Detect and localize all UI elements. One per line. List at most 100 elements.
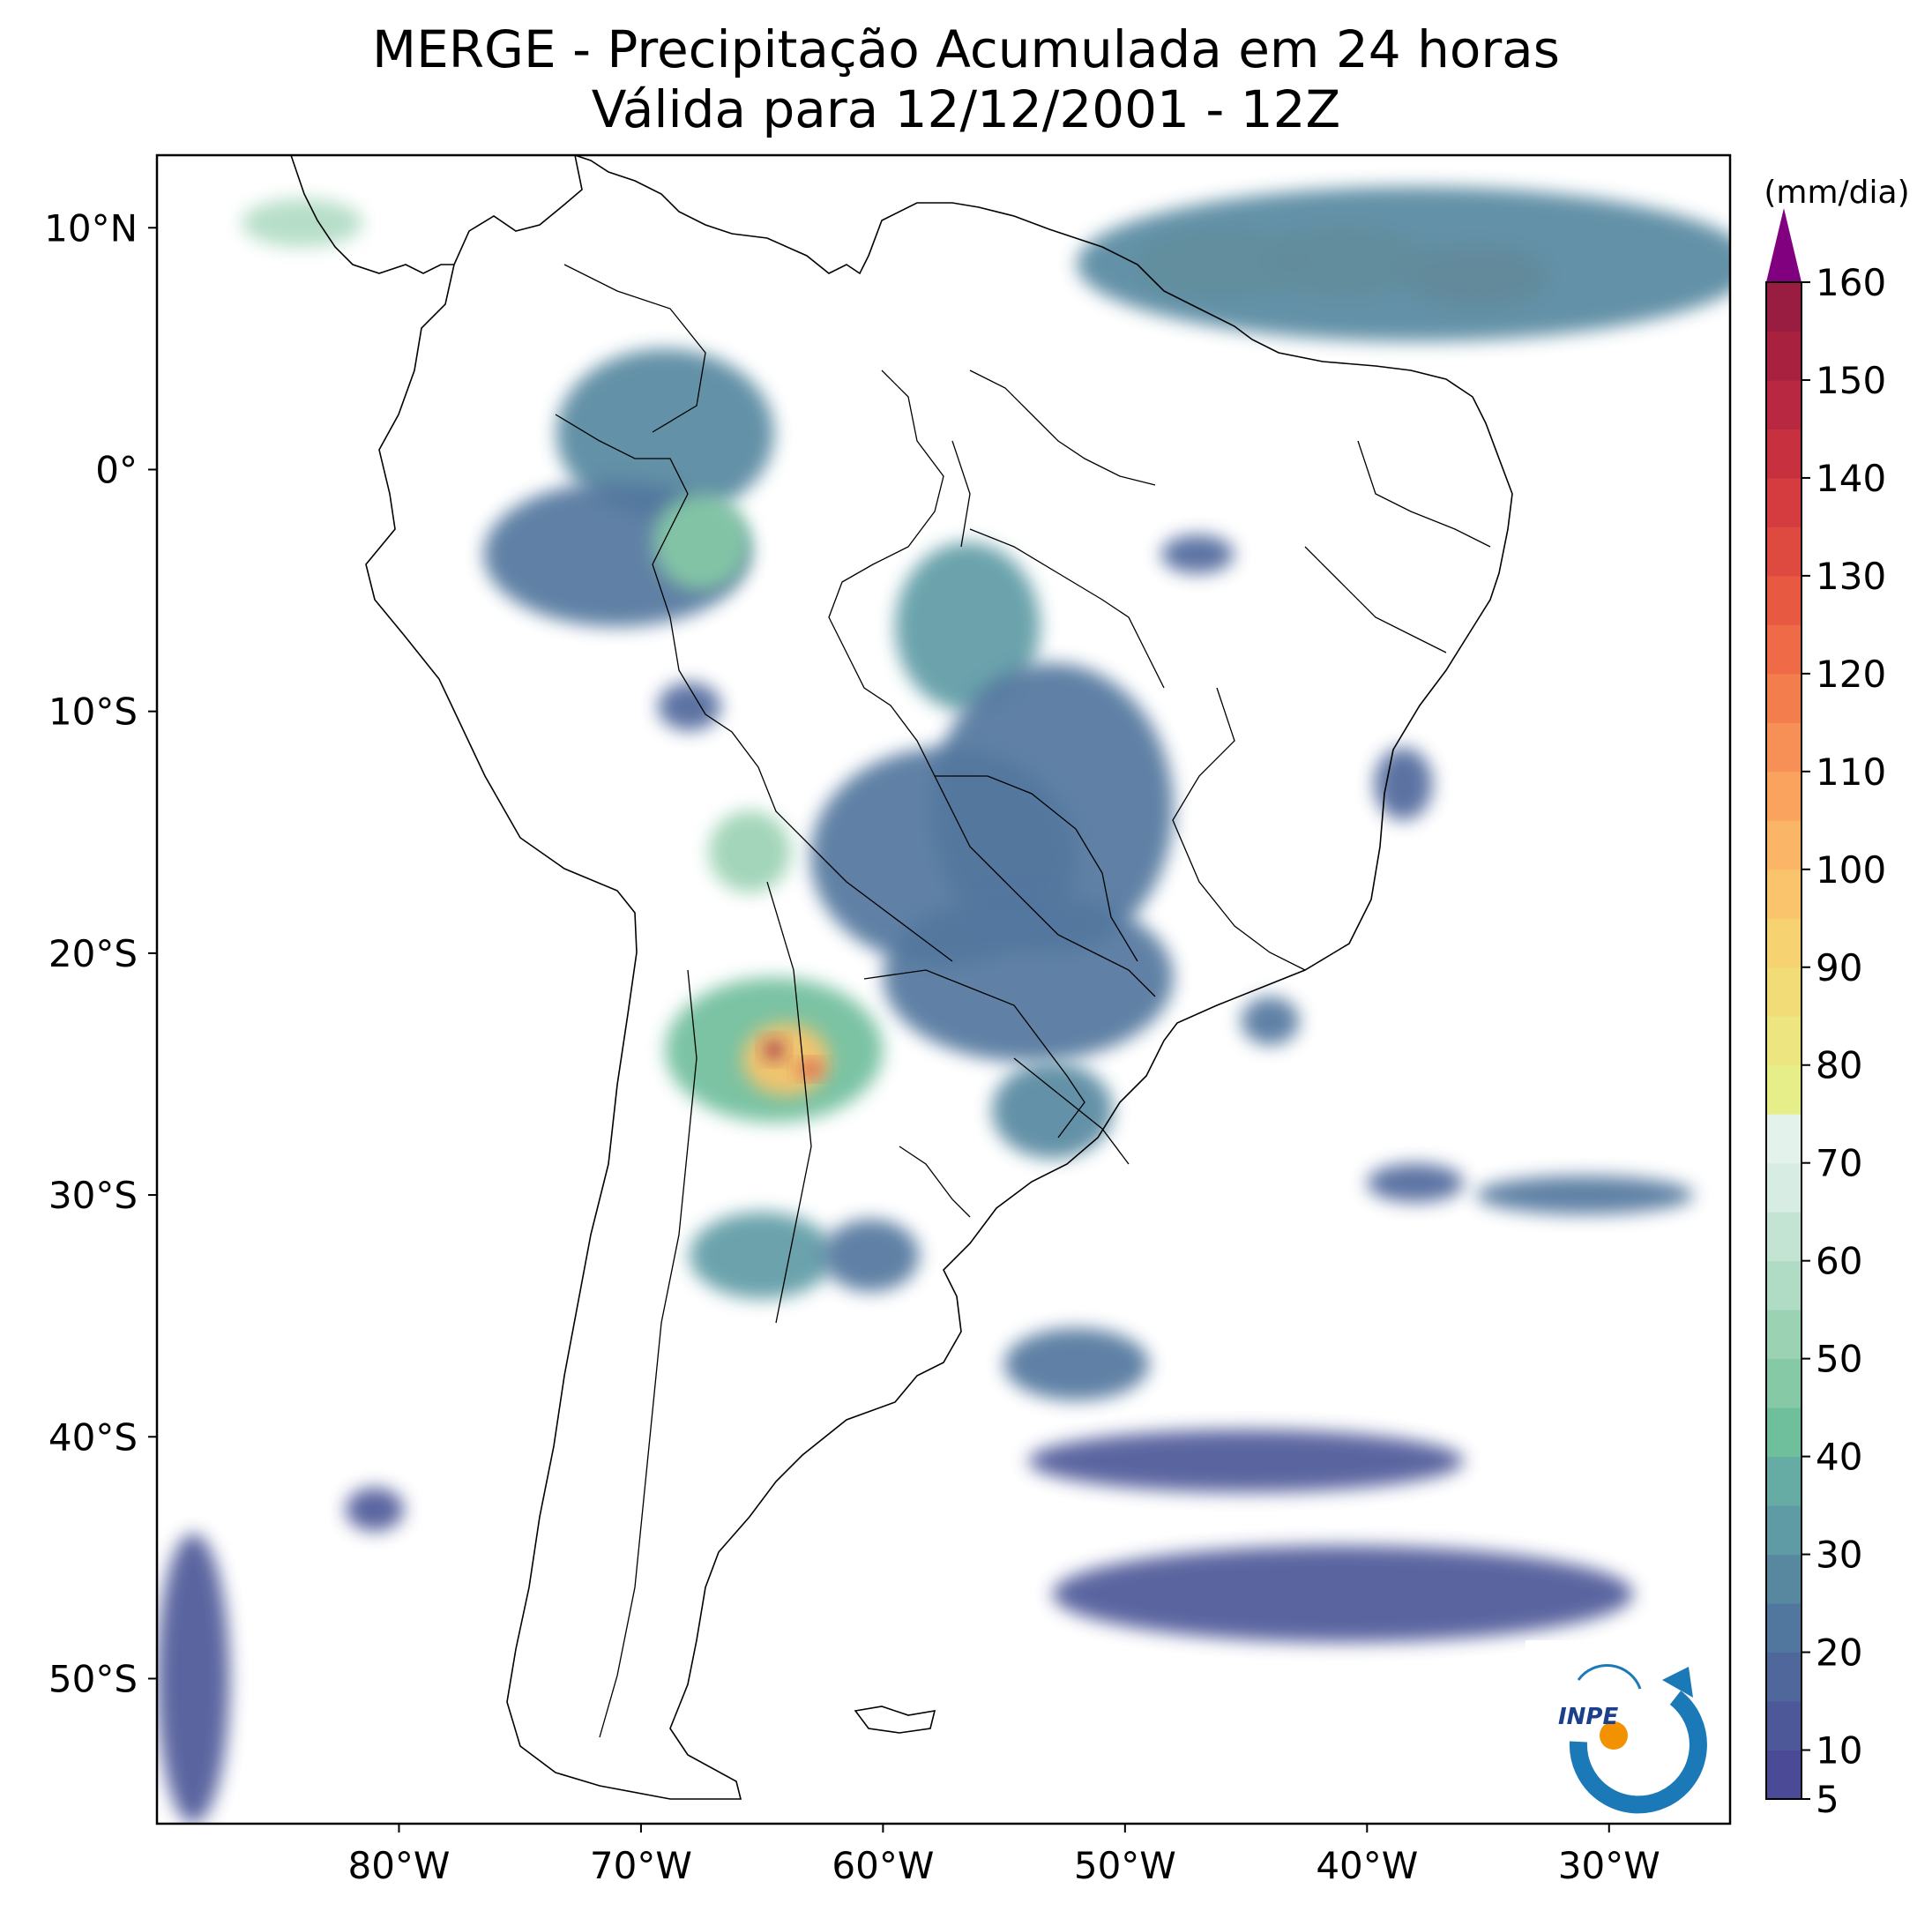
precipitation-cell bbox=[1161, 534, 1235, 574]
colorbar-tick-label: 140 bbox=[1816, 457, 1886, 500]
colorbar-tick-label: 120 bbox=[1816, 653, 1886, 696]
colorbar-tick-label: 60 bbox=[1816, 1240, 1862, 1283]
precipitation-cell bbox=[689, 1212, 835, 1299]
colorbar-swatch bbox=[1766, 477, 1801, 527]
precipitation-cell bbox=[1374, 747, 1433, 821]
logo-sun-icon bbox=[1600, 1721, 1628, 1750]
colorbar-swatch bbox=[1766, 331, 1801, 381]
map-title: MERGE - Precipitação Acumulada em 24 hor… bbox=[0, 19, 1932, 139]
latitude-axis: 10°N 0° 10°S 20°S 30°S 40°S 50°S bbox=[44, 206, 157, 1700]
title-line-1: MERGE - Precipitação Acumulada em 24 hor… bbox=[372, 19, 1560, 79]
colorbar-unit-label: (mm/dia) bbox=[1764, 175, 1909, 211]
precipitation-cell bbox=[157, 1533, 230, 1824]
lat-tick-label: 40°S bbox=[48, 1415, 138, 1459]
lat-tick-label: 50°S bbox=[48, 1657, 138, 1700]
colorbar-swatch bbox=[1766, 1701, 1801, 1751]
lon-tick-label: 80°W bbox=[347, 1844, 450, 1887]
colorbar-tick-label: 50 bbox=[1816, 1338, 1862, 1381]
colorbar-extend-triangle bbox=[1766, 208, 1801, 282]
longitude-axis: 80°W 70°W 60°W 50°W 40°W 30°W bbox=[347, 1824, 1660, 1887]
lon-tick-label: 40°W bbox=[1316, 1844, 1418, 1887]
colorbar-tick-label: 10 bbox=[1816, 1729, 1862, 1773]
colorbar-tick-label: 160 bbox=[1816, 261, 1886, 304]
lat-tick-label: 20°S bbox=[48, 932, 138, 975]
logo-arrow-icon bbox=[1662, 1667, 1693, 1698]
colorbar-ticks: 5 10 20 30 40 50 60 70 80 90 100 110 120 130 140 150 160 bbox=[1801, 261, 1886, 1821]
colorbar-swatch bbox=[1766, 673, 1801, 723]
colorbar-swatch bbox=[1766, 624, 1801, 675]
colorbar-swatch bbox=[1766, 526, 1801, 577]
precipitation-cell bbox=[708, 810, 792, 893]
central-america-coastline bbox=[290, 155, 454, 274]
colorbar-swatch bbox=[1766, 1652, 1801, 1702]
lat-tick-label: 10°N bbox=[44, 206, 138, 250]
lon-tick-label: 70°W bbox=[590, 1844, 692, 1887]
colorbar-swatch bbox=[1766, 722, 1801, 773]
precipitation-layer bbox=[157, 186, 1730, 1824]
lat-tick-label: 30°S bbox=[48, 1174, 138, 1217]
colorbar-swatch bbox=[1766, 918, 1801, 968]
colorbar-tick-label: 20 bbox=[1816, 1631, 1862, 1675]
colorbar-swatch bbox=[1766, 967, 1801, 1017]
precipitation-cell bbox=[764, 1040, 784, 1060]
colorbar-tick-label: 110 bbox=[1816, 750, 1886, 794]
logo-text: INPE bbox=[1558, 1704, 1618, 1730]
lat-tick-label: 0° bbox=[95, 448, 138, 491]
precipitation-cell bbox=[1367, 1163, 1465, 1203]
precipitation-cell bbox=[658, 682, 721, 731]
precipitation-cell bbox=[653, 493, 750, 591]
colorbar-tick-label: 40 bbox=[1816, 1436, 1862, 1479]
colorbar-swatch bbox=[1766, 1358, 1801, 1408]
title-line-2: Válida para 12/12/2001 - 12Z bbox=[591, 79, 1341, 139]
precipitation-cell bbox=[1003, 1327, 1150, 1401]
colorbar-swatch bbox=[1766, 429, 1801, 479]
colorbar-tick-label: 80 bbox=[1816, 1044, 1862, 1087]
south-america-coastline bbox=[365, 155, 1513, 1800]
colorbar-swatch bbox=[1766, 1603, 1801, 1653]
precipitation-cell bbox=[1028, 1430, 1465, 1493]
colorbar-tick-label: 100 bbox=[1816, 848, 1886, 892]
colorbar-tick-label: 90 bbox=[1816, 946, 1862, 989]
precipitation-cell bbox=[1052, 1545, 1634, 1643]
country-borders bbox=[555, 264, 1491, 1738]
colorbar-swatch bbox=[1766, 820, 1801, 870]
map-frame bbox=[155, 153, 1732, 1825]
colorbar-swatches bbox=[1766, 282, 1801, 1800]
precipitation-cell bbox=[1077, 186, 1730, 342]
colorbar-swatch bbox=[1766, 379, 1801, 429]
colorbar-swatch bbox=[1766, 1407, 1801, 1458]
colorbar-swatch bbox=[1766, 282, 1801, 332]
precipitation-cell bbox=[1475, 1176, 1694, 1215]
lon-tick-label: 60°W bbox=[832, 1844, 934, 1887]
precipitation-cell bbox=[742, 1023, 831, 1096]
precipitation-cell bbox=[346, 1487, 404, 1532]
logo-orbit bbox=[1577, 1664, 1642, 1690]
colorbar-tick-label: 130 bbox=[1816, 555, 1886, 598]
precipitation-cell bbox=[991, 1062, 1114, 1159]
precipitation-cell bbox=[798, 1062, 823, 1077]
colorbar-swatch bbox=[1766, 771, 1801, 821]
colorbar-swatch bbox=[1766, 1554, 1801, 1604]
colorbar-tick-label: 30 bbox=[1816, 1534, 1862, 1577]
falklands-coastline bbox=[854, 1706, 936, 1734]
inpe-logo: INPE bbox=[1525, 1640, 1712, 1814]
colorbar-swatch bbox=[1766, 1114, 1801, 1164]
colorbar-swatch bbox=[1766, 1064, 1801, 1115]
precipitation-cell bbox=[1241, 997, 1300, 1046]
precipitation-cell bbox=[242, 198, 363, 248]
colorbar-swatch bbox=[1766, 1212, 1801, 1262]
colorbar-tick-label: 5 bbox=[1816, 1778, 1839, 1821]
colorbar: (mm/dia) 5 10 20 30 40 50 60 70 80 90 100 110 120 130… bbox=[1764, 175, 1909, 1821]
precipitation-cell bbox=[883, 892, 1174, 1063]
colorbar-swatch bbox=[1766, 1162, 1801, 1213]
precipitation-cell bbox=[822, 1219, 920, 1292]
colorbar-swatch bbox=[1766, 869, 1801, 919]
lon-tick-label: 50°W bbox=[1074, 1844, 1176, 1887]
colorbar-swatch bbox=[1766, 1016, 1801, 1066]
logo-arc bbox=[1569, 1691, 1707, 1814]
colorbar-swatch bbox=[1766, 1456, 1801, 1506]
colorbar-frame bbox=[1765, 281, 1802, 1800]
colorbar-swatch bbox=[1766, 1310, 1801, 1360]
coastline-layer bbox=[290, 155, 1513, 1800]
